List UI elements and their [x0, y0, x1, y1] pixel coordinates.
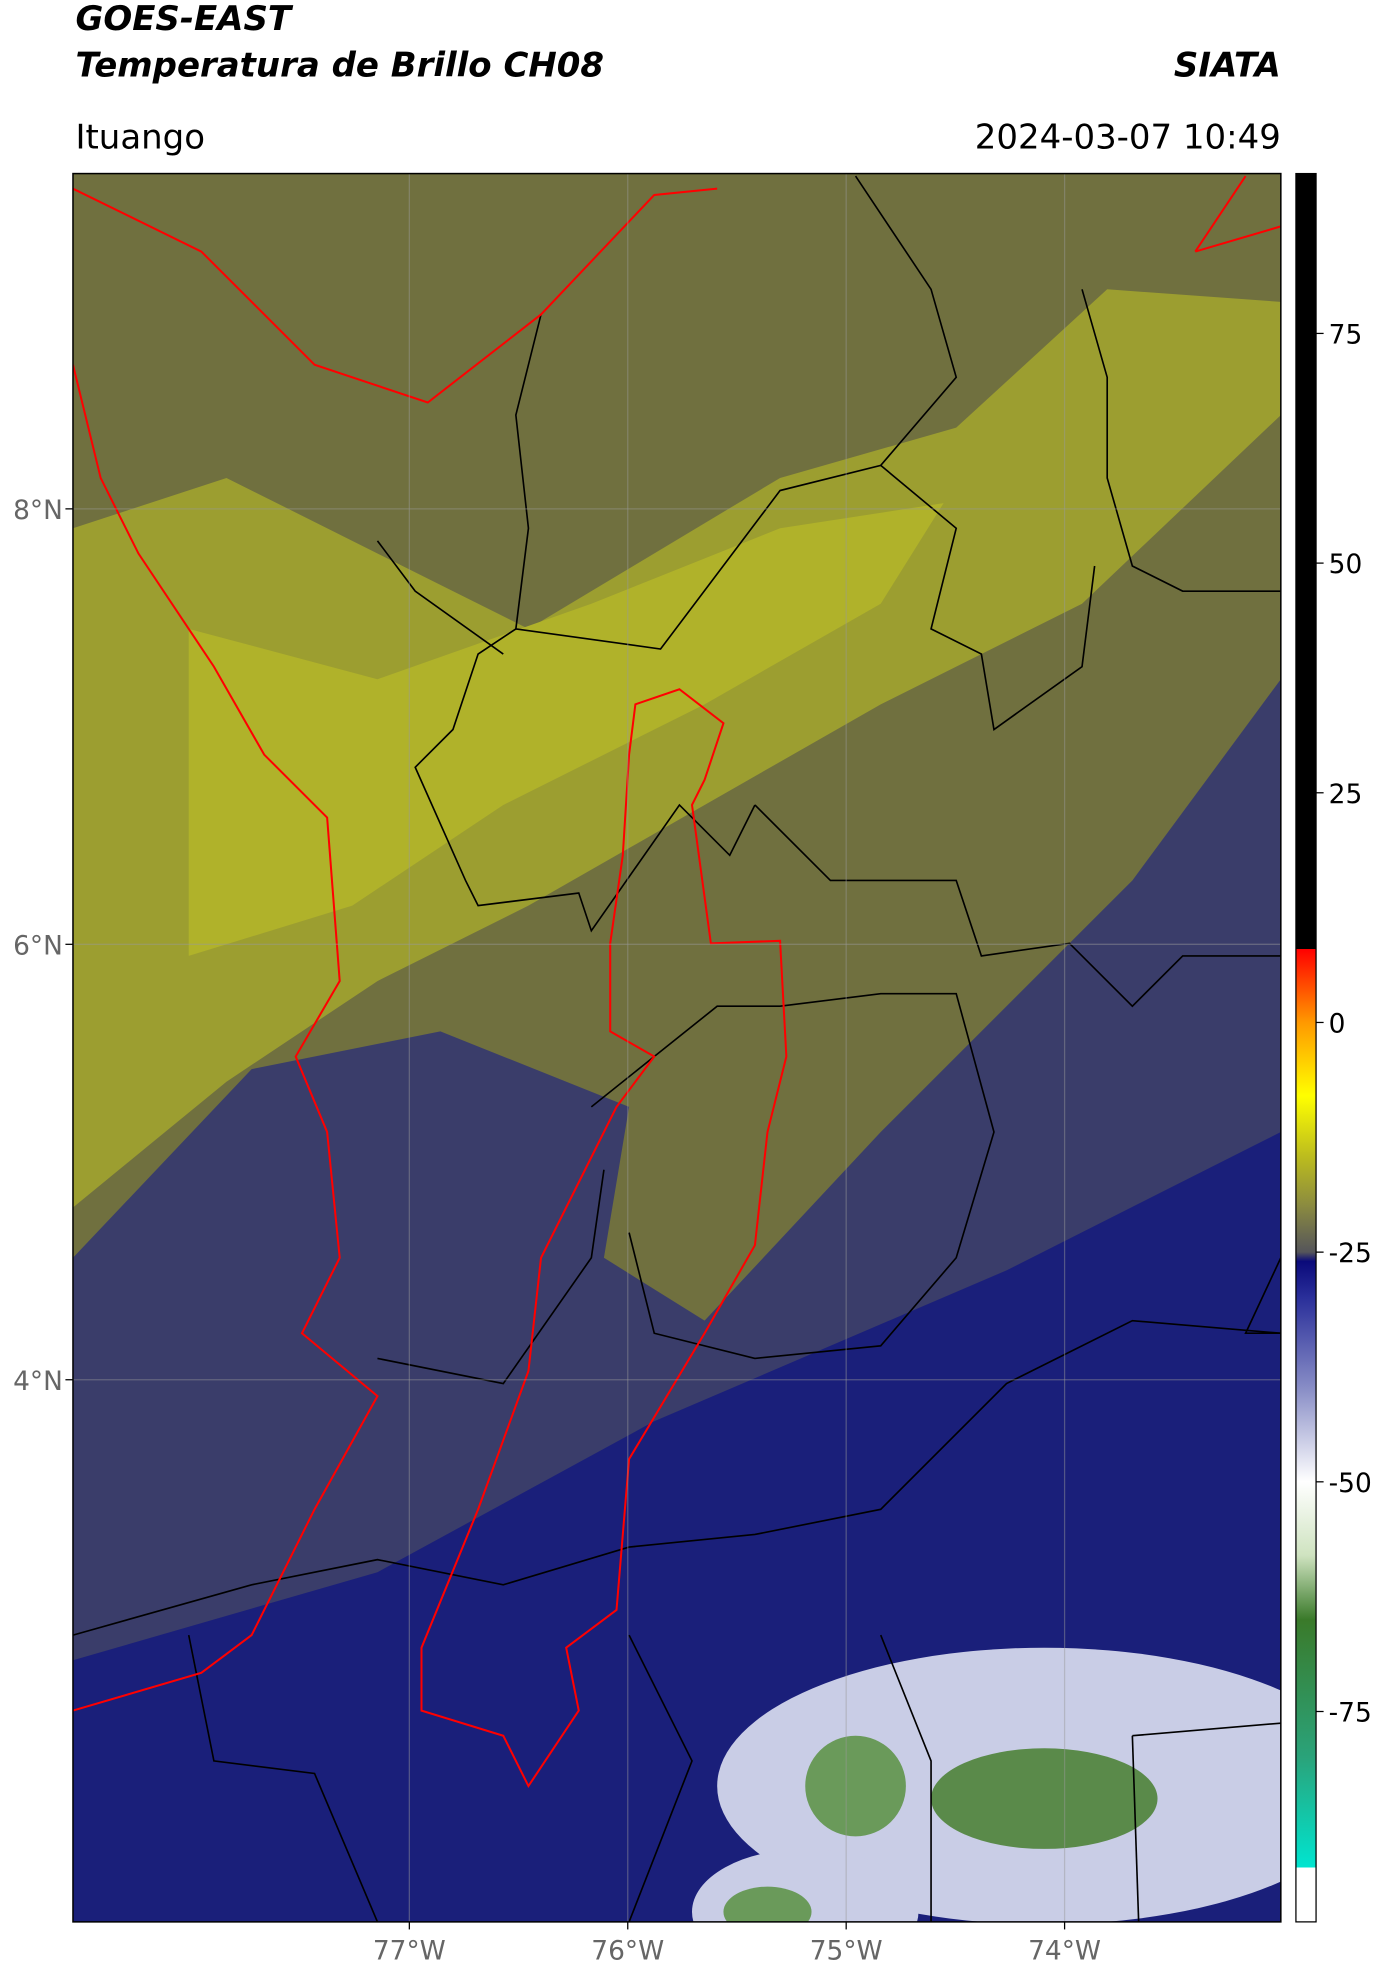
- colorbar: 75 50 25 0 -25 -50 -75: [1295, 172, 1372, 1923]
- outlines: [72, 175, 1281, 1789]
- colorbar-tick-label: 75: [1329, 319, 1363, 350]
- boundaries: [72, 175, 1281, 1922]
- cloud-core: [931, 1748, 1158, 1849]
- datetime: 2024-03-07 10:49: [975, 117, 1281, 157]
- lon-tick-label: 77°W: [373, 1936, 446, 1967]
- cloud-core: [805, 1735, 906, 1837]
- map-frame: [72, 172, 1282, 1923]
- lat-tick-label: 6°N: [13, 930, 63, 961]
- source: SIATA: [1174, 46, 1281, 86]
- lat-tick-label: 8°N: [13, 495, 63, 526]
- map: [72, 173, 1281, 1922]
- axes: 8°N 6°N 4°N 77°W 76°W 75°W 74°W: [13, 495, 1101, 1967]
- lon-tick-label: 76°W: [591, 1936, 664, 1967]
- colorbar-bar: [1295, 172, 1317, 1923]
- cloud-core: [723, 1886, 812, 1922]
- colorbar-tick-label: 0: [1329, 1009, 1346, 1040]
- warm-core: [188, 503, 944, 956]
- grid: [72, 173, 1281, 1922]
- colorbar-tick-label: -75: [1329, 1698, 1372, 1729]
- region: Ituango: [75, 117, 205, 157]
- lat-tick-label: 4°N: [13, 1366, 63, 1397]
- colorbar-tick-label: 50: [1329, 549, 1363, 580]
- subtitle: Temperatura de Brillo CH08: [75, 46, 604, 86]
- warm-band: [72, 289, 1281, 1208]
- title: GOES-EAST: [75, 0, 293, 39]
- colorbar-tick-label: -50: [1329, 1468, 1372, 1499]
- lon-tick-label: 74°W: [1028, 1936, 1101, 1967]
- colorbar-tick-label: 25: [1329, 779, 1363, 810]
- lon-tick-label: 75°W: [810, 1936, 883, 1967]
- colorbar-tick-label: -25: [1329, 1238, 1372, 1269]
